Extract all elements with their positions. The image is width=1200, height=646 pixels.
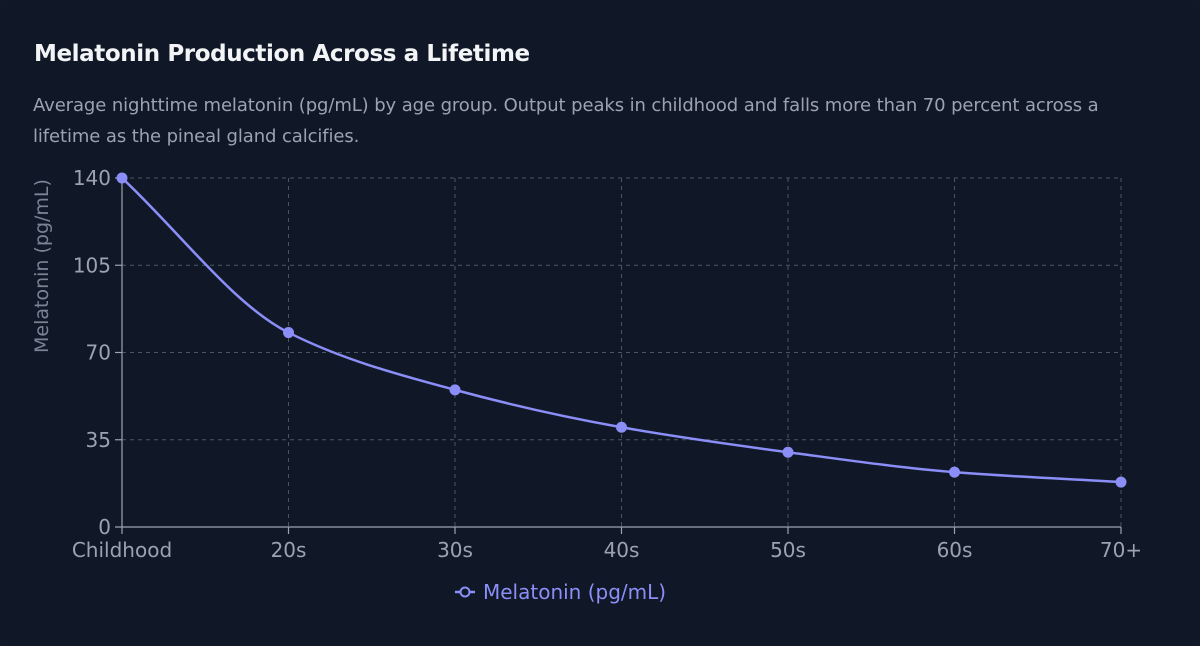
x-tick-label: 50s [770, 538, 806, 562]
x-axis-ticks: Childhood 20s 30s 40s 50s 60s 70+ [72, 527, 1142, 562]
x-tick-label: 20s [271, 538, 307, 562]
data-point[interactable] [116, 172, 128, 184]
y-axis-ticks: 0 35 70 105 140 [73, 166, 122, 539]
y-axis-title: Melatonin (pg/mL) [31, 179, 53, 353]
data-point[interactable] [782, 446, 794, 458]
x-tick-label: 30s [437, 538, 473, 562]
data-point[interactable] [449, 384, 461, 396]
x-tick-label: Childhood [72, 538, 172, 562]
data-point[interactable] [949, 466, 960, 478]
x-tick-label: 60s [937, 538, 973, 562]
y-tick-label: 140 [73, 166, 111, 190]
y-tick-label: 70 [86, 341, 111, 365]
legend-label: Melatonin (pg/mL) [483, 580, 666, 604]
chart-title: Melatonin Production Across a Lifetime [34, 41, 530, 67]
y-tick-label: 0 [98, 515, 111, 539]
data-point[interactable] [616, 421, 627, 433]
data-point[interactable] [1115, 476, 1127, 488]
y-tick-label: 105 [73, 253, 111, 277]
y-tick-label: 35 [86, 428, 111, 452]
legend-marker-icon [459, 586, 471, 598]
grid-lines [122, 177, 1122, 527]
series-points [116, 172, 1127, 488]
chart-subtitle: Average nighttime melatonin (pg/mL) by a… [33, 95, 1099, 147]
x-tick-label: 70+ [1100, 538, 1142, 562]
x-tick-label: 40s [604, 538, 640, 562]
data-point[interactable] [283, 327, 294, 339]
legend[interactable]: Melatonin (pg/mL) [455, 580, 666, 604]
